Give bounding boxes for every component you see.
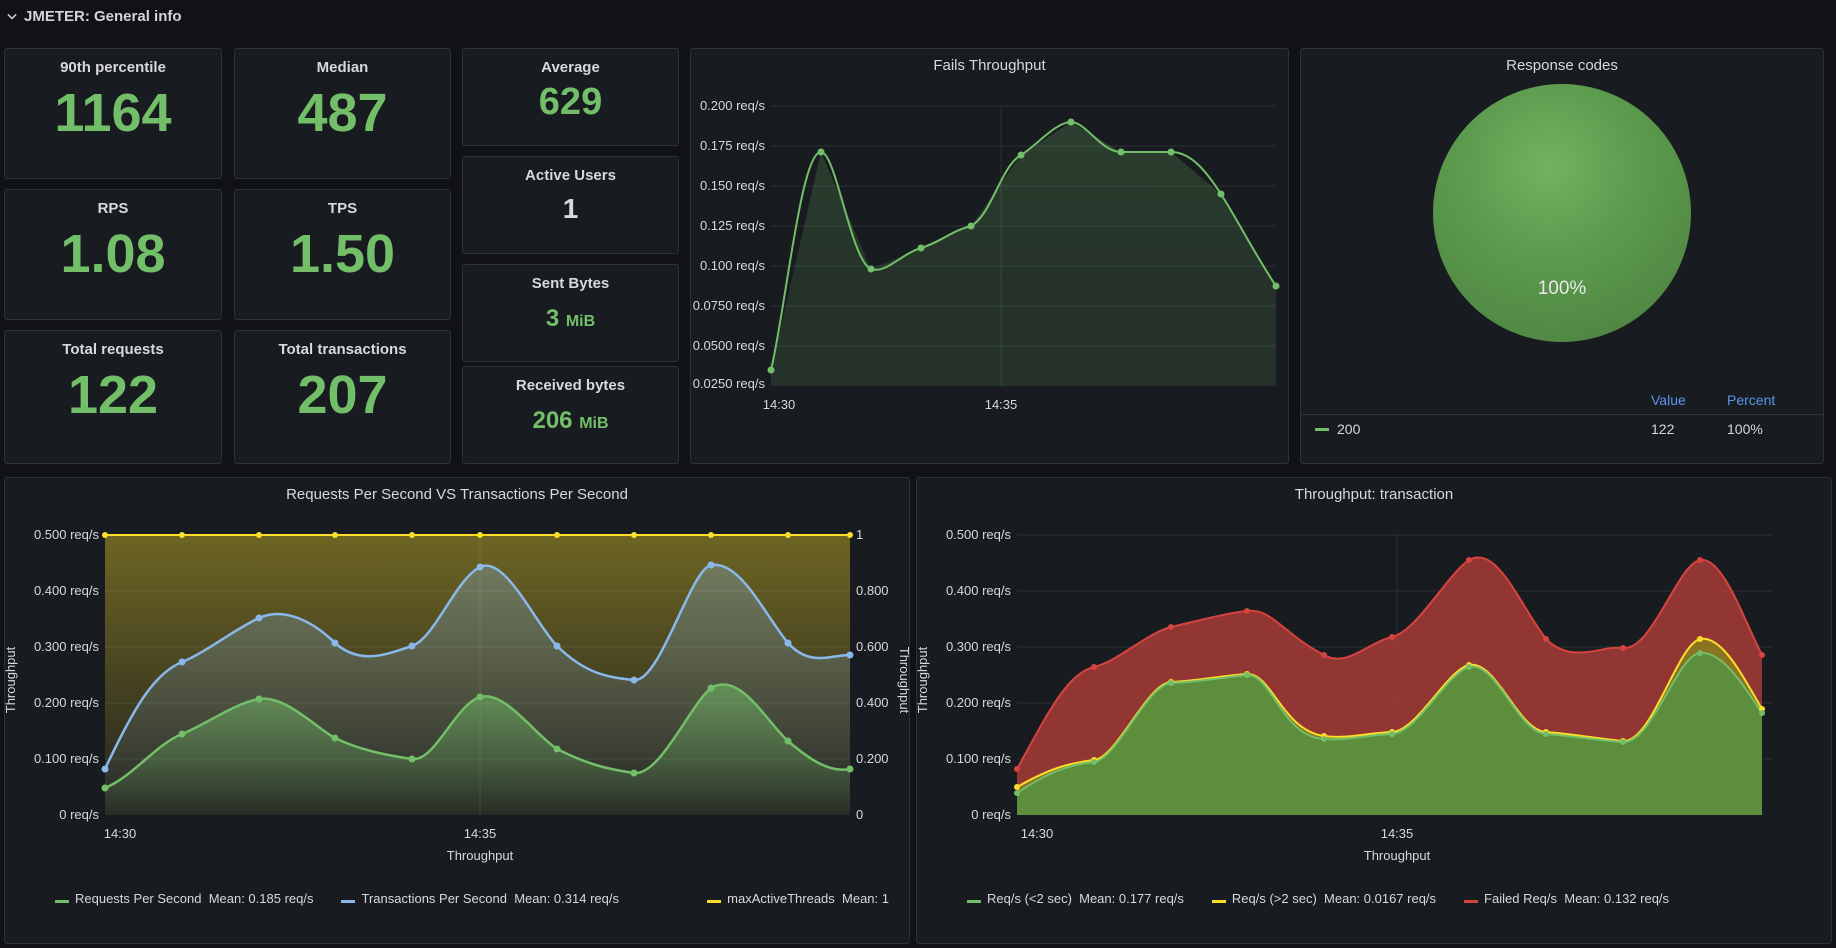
svg-text:0.200 req/s: 0.200 req/s — [946, 695, 1012, 710]
svg-text:0 req/s: 0 req/s — [971, 807, 1011, 822]
svg-text:0.200 req/s: 0.200 req/s — [34, 695, 100, 710]
svg-text:14:35: 14:35 — [985, 397, 1018, 412]
svg-text:Throughput: Throughput — [5, 646, 18, 713]
svg-text:0.100 req/s: 0.100 req/s — [946, 751, 1012, 766]
svg-text:14:30: 14:30 — [1021, 826, 1054, 841]
svg-text:0.125 req/s: 0.125 req/s — [700, 218, 766, 233]
svg-text:0.100 req/s: 0.100 req/s — [34, 751, 100, 766]
svg-text:0.400: 0.400 — [856, 695, 889, 710]
svg-text:14:35: 14:35 — [1381, 826, 1414, 841]
svg-text:0.0750 req/s: 0.0750 req/s — [693, 298, 766, 313]
svg-text:0.500 req/s: 0.500 req/s — [946, 527, 1012, 542]
svg-text:0.100 req/s: 0.100 req/s — [700, 258, 766, 273]
svg-text:0.400 req/s: 0.400 req/s — [34, 583, 100, 598]
svg-text:0.800: 0.800 — [856, 583, 889, 598]
svg-text:0.300 req/s: 0.300 req/s — [946, 639, 1012, 654]
svg-text:0.500 req/s: 0.500 req/s — [34, 527, 100, 542]
svg-text:0 req/s: 0 req/s — [59, 807, 99, 822]
svg-text:14:30: 14:30 — [104, 826, 137, 841]
svg-text:0.150 req/s: 0.150 req/s — [700, 178, 766, 193]
svg-text:0.200: 0.200 — [856, 751, 889, 766]
svg-text:Throughput: Throughput — [897, 647, 910, 714]
svg-text:0.200 req/s: 0.200 req/s — [700, 98, 766, 113]
svg-text:0.175 req/s: 0.175 req/s — [700, 138, 766, 153]
svg-text:14:35: 14:35 — [464, 826, 497, 841]
svg-text:0.0250 req/s: 0.0250 req/s — [693, 376, 766, 391]
svg-text:14:30: 14:30 — [763, 397, 796, 412]
svg-text:1: 1 — [856, 527, 863, 542]
svg-text:Throughput: Throughput — [917, 646, 930, 713]
svg-text:0.0500 req/s: 0.0500 req/s — [693, 338, 766, 353]
svg-text:0: 0 — [856, 807, 863, 822]
svg-text:Throughput: Throughput — [447, 848, 514, 863]
svg-text:0.400 req/s: 0.400 req/s — [946, 583, 1012, 598]
svg-text:0.600: 0.600 — [856, 639, 889, 654]
svg-text:Throughput: Throughput — [1364, 848, 1431, 863]
svg-text:0.300 req/s: 0.300 req/s — [34, 639, 100, 654]
